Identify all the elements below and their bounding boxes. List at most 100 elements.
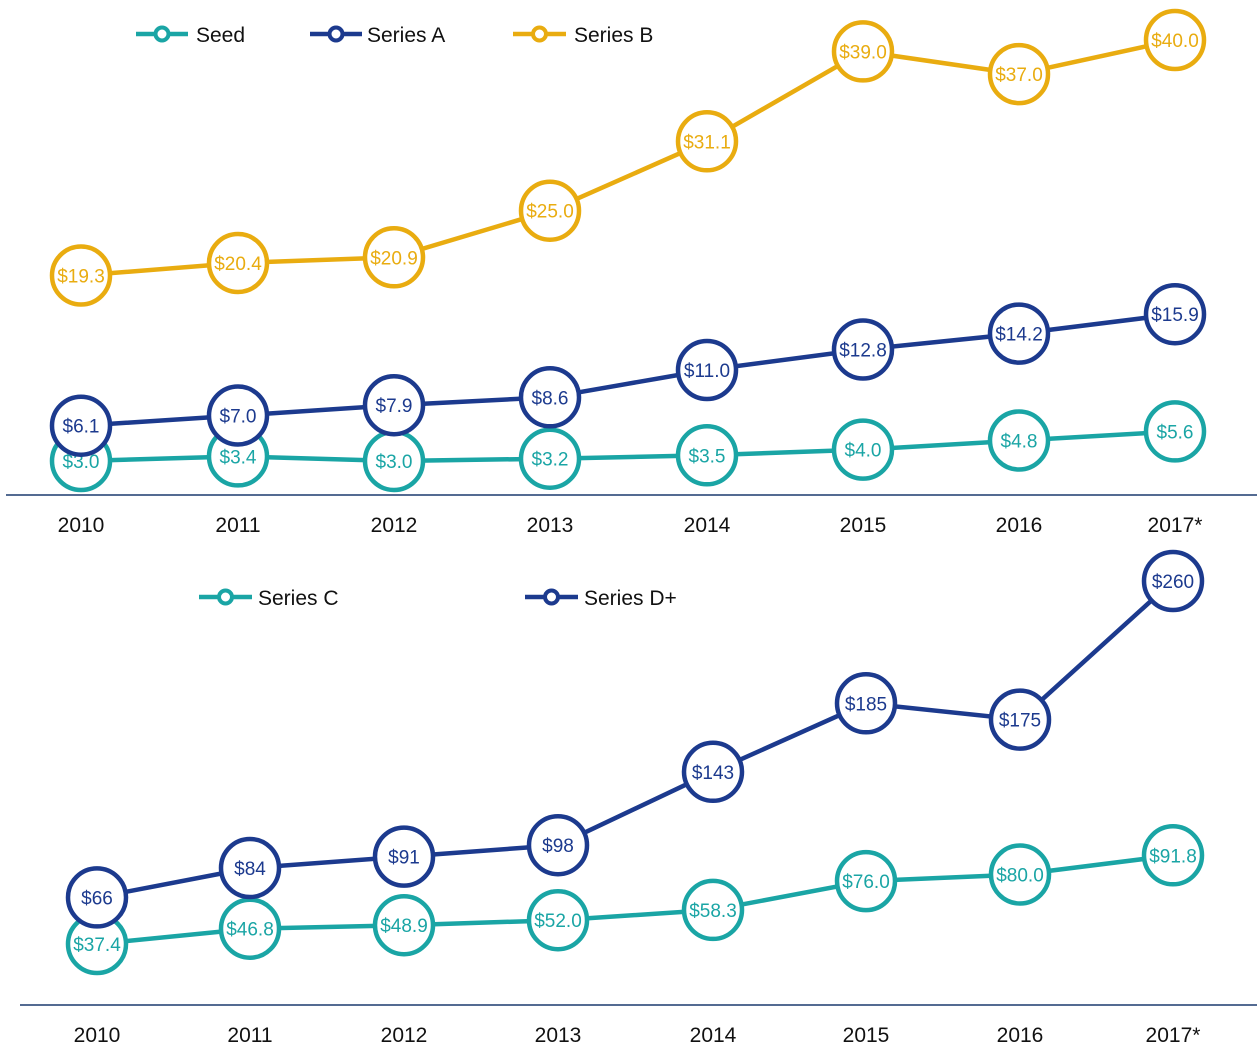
legend-item: Series A [310, 24, 445, 47]
data-point [987, 409, 1051, 472]
legend-label: Seed [196, 24, 245, 47]
data-label: $185 [845, 694, 887, 715]
data-label: $3.2 [532, 450, 569, 471]
data-label: $39.0 [839, 42, 887, 63]
data-label: $20.4 [214, 254, 262, 275]
legend-item: Series B [513, 24, 653, 47]
legend-item: Seed [136, 24, 245, 47]
data-label: $48.9 [380, 916, 428, 937]
legend-marker [327, 25, 345, 43]
x-tick-label: 2014 [684, 514, 731, 537]
data-label: $3.5 [689, 446, 726, 467]
data-point [1141, 824, 1205, 887]
data-label: $3.0 [376, 452, 413, 473]
legend-item: Series D+ [525, 587, 677, 610]
data-label: $91 [388, 848, 420, 869]
data-label: $14.2 [995, 325, 1043, 346]
x-tick-label: 2012 [371, 514, 418, 537]
x-tick-label: 2014 [690, 1024, 737, 1047]
data-label: $91.8 [1149, 846, 1197, 867]
data-point [681, 740, 745, 804]
data-point [675, 338, 739, 402]
data-label: $58.3 [689, 901, 737, 922]
data-label: $37.4 [73, 935, 121, 956]
legend-label: Series C [258, 587, 339, 610]
legend-label: Series D+ [584, 587, 677, 610]
data-point [831, 318, 895, 381]
data-point [218, 836, 282, 900]
data-label: $4.0 [845, 441, 882, 462]
data-label: $3.4 [220, 447, 257, 468]
data-point [362, 226, 426, 289]
data-point [1143, 282, 1207, 346]
data-label: $46.8 [226, 920, 274, 941]
data-point [362, 373, 426, 437]
x-tick-label: 2013 [527, 514, 574, 537]
data-point [518, 427, 582, 490]
x-tick-label: 2016 [996, 514, 1043, 537]
data-point [681, 878, 745, 942]
x-tick-label: 2017* [1148, 514, 1203, 537]
data-point [526, 888, 590, 952]
data-label: $25.0 [526, 202, 574, 223]
data-point [1143, 400, 1207, 463]
x-tick-label: 2012 [381, 1024, 428, 1047]
data-label: $84 [234, 859, 266, 880]
x-tick-label: 2013 [535, 1024, 582, 1047]
data-point [831, 418, 895, 481]
data-label: $175 [999, 711, 1041, 732]
data-point [206, 384, 270, 447]
data-point [1141, 549, 1205, 613]
chart-panel-1: 2010 2011 2012 2013 2014 2015 2016 2017* $3.0 $3.… [6, 8, 1257, 537]
data-point [831, 20, 895, 83]
data-label: $19.3 [57, 267, 105, 288]
data-point [1143, 8, 1207, 72]
x-tick-label: 2010 [58, 514, 105, 537]
data-label: $7.9 [376, 396, 413, 417]
data-point [526, 813, 590, 877]
legend-marker [531, 25, 548, 43]
data-label: $40.0 [1151, 31, 1199, 52]
data-point [988, 688, 1052, 751]
x-tick-label: 2015 [843, 1024, 890, 1047]
data-label: $8.6 [532, 388, 569, 409]
data-point [65, 866, 129, 929]
data-point [372, 893, 436, 957]
data-point [988, 843, 1052, 906]
legend-marker [217, 588, 234, 606]
data-point [218, 897, 282, 960]
data-label: $7.0 [220, 407, 257, 428]
legend-marker [543, 588, 560, 606]
x-tick-label: 2010 [74, 1024, 121, 1047]
x-tick-label: 2017* [1146, 1024, 1201, 1047]
data-label: $76.0 [842, 872, 890, 893]
data-label: $12.8 [839, 341, 887, 362]
x-tick-label: 2011 [227, 1024, 272, 1047]
data-label: $5.6 [1157, 422, 1194, 443]
data-point [49, 244, 113, 307]
data-label: $4.8 [1001, 432, 1038, 453]
data-point [49, 394, 113, 457]
data-label: $52.0 [534, 911, 582, 932]
data-point [206, 231, 270, 295]
x-tick-label: 2011 [215, 514, 260, 537]
data-point [987, 302, 1051, 365]
data-label: $37.0 [995, 65, 1043, 86]
data-label: $6.1 [63, 417, 100, 438]
data-point [987, 42, 1051, 106]
data-point [675, 424, 739, 487]
legend-label: Series B [574, 24, 653, 47]
data-label: $143 [692, 763, 734, 784]
data-label: $31.1 [683, 132, 731, 153]
data-point [372, 825, 436, 888]
data-point [518, 366, 582, 429]
x-tick-label: 2016 [997, 1024, 1044, 1047]
x-tick-label: 2015 [840, 514, 887, 537]
data-label: $15.9 [1151, 305, 1199, 326]
data-point [518, 179, 582, 242]
data-point [834, 849, 898, 913]
data-point [675, 110, 739, 173]
data-label: $66 [81, 888, 113, 909]
